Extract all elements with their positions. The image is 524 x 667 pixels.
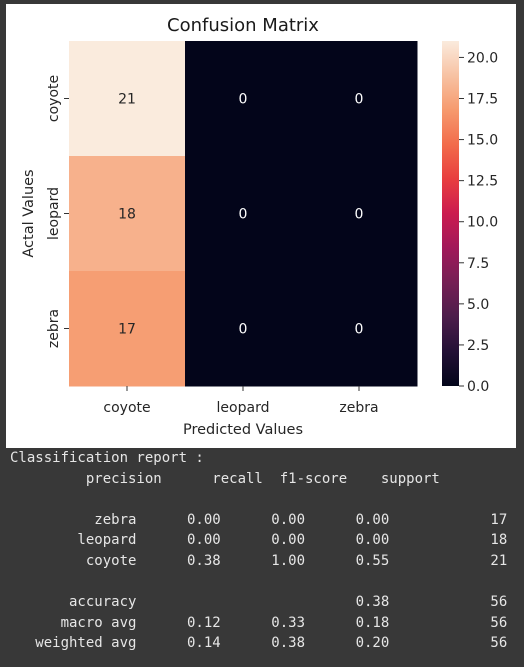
x-tick-label: zebra: [339, 400, 378, 416]
colorbar-tick-label: 2.5: [467, 338, 489, 354]
heatmap-cell: [301, 156, 418, 272]
colorbar: [442, 41, 459, 386]
colorbar-tick-label: 0.0: [467, 379, 489, 395]
confusion-matrix-chart: Confusion Matrix 21 0 0 18 0 0 17 0 0 coyote leopar…: [21, 15, 498, 438]
heatmap-cell: [301, 41, 418, 157]
report-row: zebra 0.00 0.00 0.00 17: [10, 511, 508, 528]
report-spacer: [10, 572, 520, 593]
heatmap-cell: [69, 271, 186, 387]
report-row: leopard 0.00 0.00 0.00 18: [10, 532, 508, 549]
heatmap-cell: [185, 271, 302, 387]
y-tick-label: coyote: [46, 75, 62, 122]
report-header: precision recall f1-score support: [10, 470, 440, 487]
cell-value-label: 0: [239, 322, 248, 338]
y-tick-label: leopard: [46, 187, 62, 240]
colorbar-tick-label: 10.0: [467, 215, 498, 231]
heatmap-cell: [301, 271, 418, 387]
y-axis-label: Actal Values: [21, 169, 37, 257]
report-class-rows: zebra 0.00 0.00 0.00 17 leopard 0.00 0.0…: [10, 510, 520, 572]
cell-value-label: 21: [118, 92, 136, 108]
report-row: weighted avg 0.14 0.38 0.20 56: [10, 635, 508, 652]
classification-report: Classification report : precision recall…: [10, 448, 520, 654]
y-tick-label: zebra: [46, 309, 62, 348]
x-tick-label: coyote: [103, 400, 150, 416]
colorbar-tick-label: 12.5: [467, 174, 498, 190]
cell-value-label: 0: [239, 207, 248, 223]
report-spacer: [10, 489, 520, 510]
cell-value-label: 0: [355, 92, 364, 108]
report-title: Classification report :: [10, 450, 204, 466]
colorbar-tick-label: 5.0: [467, 297, 489, 313]
cell-value-label: 0: [355, 207, 364, 223]
report-summary-rows: accuracy 0.38 56 macro avg 0.12 0.33 0.1…: [10, 592, 520, 654]
cell-value-label: 0: [355, 322, 364, 338]
colorbar-tick-label: 20.0: [467, 50, 498, 66]
cell-value-label: 18: [118, 207, 136, 223]
report-row: coyote 0.38 1.00 0.55 21: [10, 552, 508, 569]
report-row: accuracy 0.38 56: [10, 594, 508, 611]
colorbar-tick-label: 17.5: [467, 92, 498, 108]
heatmap-cell: [185, 156, 302, 272]
heatmap-cell: [185, 41, 302, 157]
heatmap-cell: [69, 41, 186, 157]
chart-title: Confusion Matrix: [167, 15, 319, 36]
x-axis-label: Predicted Values: [183, 422, 303, 438]
cell-value-label: 0: [239, 92, 248, 108]
report-row: macro avg 0.12 0.33 0.18 56: [10, 614, 508, 631]
heatmap-cell: [69, 156, 186, 272]
colorbar-tick-label: 15.0: [467, 133, 498, 149]
colorbar-tick-label: 7.5: [467, 256, 489, 272]
x-tick-label: leopard: [217, 400, 270, 416]
confusion-matrix-figure: Confusion Matrix 21 0 0 18 0 0 17 0 0 coyote leopar…: [6, 4, 516, 448]
cell-value-label: 17: [118, 322, 136, 338]
